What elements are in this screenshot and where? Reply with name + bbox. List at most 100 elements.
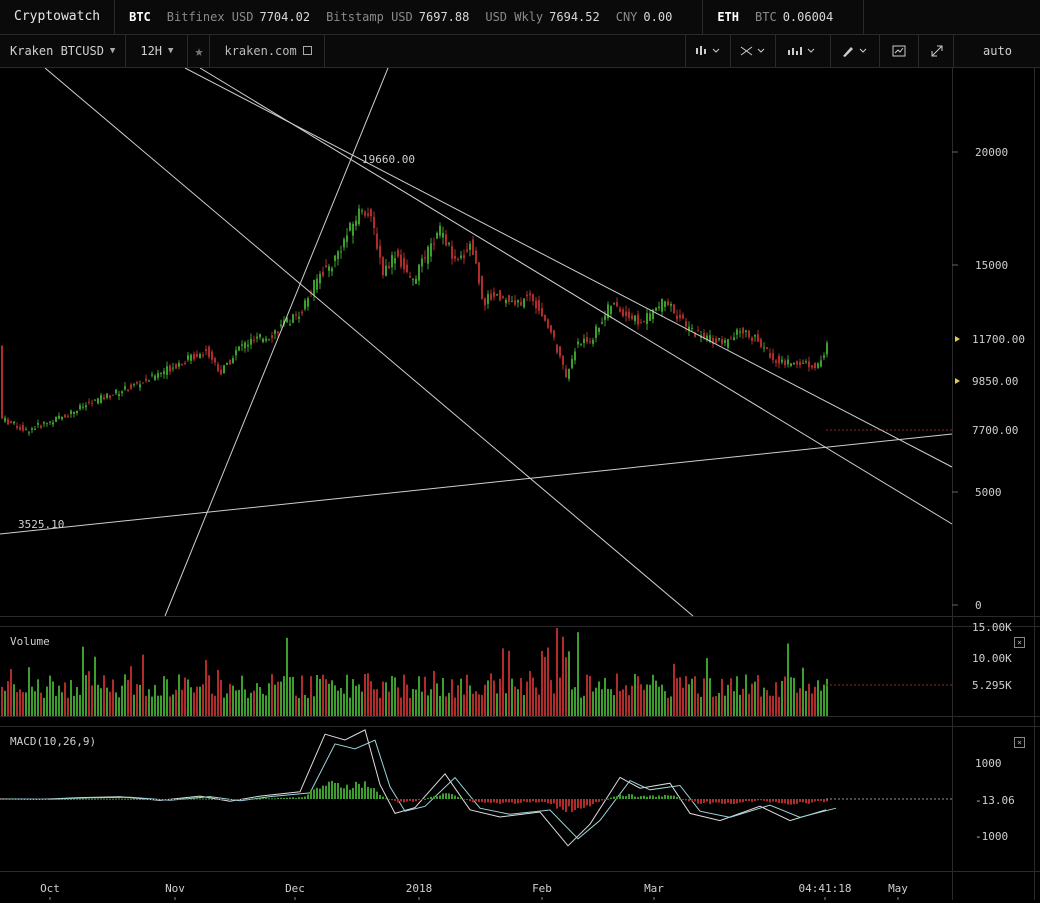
candle	[301, 311, 303, 314]
candle	[781, 359, 783, 363]
volume-bar	[445, 696, 447, 716]
candle	[547, 319, 549, 328]
candle	[454, 256, 456, 259]
chart-type-button[interactable]	[775, 35, 830, 67]
macd-bar	[526, 799, 528, 803]
candle	[502, 296, 504, 298]
volume-bar	[70, 680, 72, 716]
volume-bar	[757, 675, 759, 716]
volume-bar	[748, 693, 750, 716]
candle	[448, 242, 450, 245]
volume-bar	[418, 676, 420, 716]
volume-bar	[274, 684, 276, 716]
macd-bar	[265, 798, 267, 800]
volume-bar	[148, 689, 150, 716]
macd-bar	[397, 799, 399, 803]
macd-bar	[643, 795, 645, 799]
candle	[175, 364, 177, 369]
macd-bar	[355, 781, 357, 799]
volume-bar	[502, 648, 504, 716]
candle	[484, 298, 486, 306]
candle	[427, 246, 429, 264]
candles-button[interactable]	[685, 35, 730, 67]
ticker-symbol-eth[interactable]: ETH	[717, 10, 739, 24]
volume-bar	[766, 690, 768, 716]
volume-bar	[346, 674, 348, 716]
exchange-link[interactable]: kraken.com	[210, 35, 325, 67]
candle	[358, 208, 360, 225]
candle	[286, 317, 288, 323]
candle	[646, 313, 648, 324]
macd-bar	[4, 799, 6, 800]
candle	[724, 340, 726, 343]
macd-bar	[598, 799, 600, 802]
macd-bar	[322, 785, 324, 799]
macd-bar	[181, 798, 183, 800]
candle	[655, 307, 657, 311]
period-select[interactable]: 12H ▼	[126, 35, 189, 67]
macd-bar	[418, 799, 420, 801]
candle	[424, 257, 426, 259]
volume-tick-label: 15.00K	[972, 621, 1012, 634]
volume-bar	[646, 684, 648, 716]
ticker-item[interactable]: BTC 0.06004	[755, 10, 834, 24]
close-macd-icon[interactable]: ×	[1014, 737, 1025, 748]
volume-bar	[451, 679, 453, 716]
indicators-button[interactable]	[730, 35, 775, 67]
volume-bar	[376, 689, 378, 716]
candle	[211, 351, 213, 360]
macd-bar	[823, 799, 825, 803]
close-volume-icon[interactable]: ×	[1014, 637, 1025, 648]
candle	[679, 314, 681, 319]
candle	[304, 300, 306, 310]
screenshot-button[interactable]	[879, 35, 918, 67]
chart-area[interactable]: 20000 15000 5000 0 11700.00 9850.00 7700.00 196…	[0, 67, 1040, 900]
volume-bar	[625, 685, 627, 716]
macd-bar	[19, 799, 21, 800]
volume-bar	[34, 691, 36, 716]
macd-bar	[460, 798, 462, 800]
macd-bar	[619, 794, 621, 799]
volume-bar	[496, 693, 498, 716]
candle	[703, 332, 705, 339]
volume-bar	[265, 695, 267, 716]
volume-bar	[577, 632, 579, 716]
candle	[376, 233, 378, 249]
candle	[544, 314, 546, 321]
ticker-item[interactable]: Bitstamp USD 7697.88	[326, 10, 470, 24]
macd-bar	[490, 799, 492, 803]
candle	[652, 309, 654, 320]
ticker-item[interactable]: CNY 0.00	[615, 10, 673, 24]
draw-button[interactable]	[830, 35, 879, 67]
candle	[97, 398, 99, 404]
volume-bar	[562, 636, 564, 716]
candle	[325, 265, 327, 267]
ticker-item[interactable]: Bitfinex USD 7704.02	[166, 10, 311, 24]
volume-bar	[784, 676, 786, 716]
macd-bar	[7, 799, 9, 800]
candle	[610, 306, 612, 314]
favorite-button[interactable]: ★	[188, 35, 211, 67]
macd-bar	[766, 799, 768, 802]
candle	[4, 417, 6, 422]
expand-button[interactable]	[918, 35, 954, 67]
macd-bar	[259, 798, 261, 800]
candle	[604, 315, 606, 321]
trend-line	[164, 67, 389, 617]
market-select[interactable]: Kraken BTCUSD ▼	[0, 35, 127, 67]
volume-bar	[460, 678, 462, 716]
candle	[529, 293, 531, 296]
volume-bar	[796, 692, 798, 716]
app-brand[interactable]: Cryptowatch	[0, 0, 116, 34]
trend-line	[0, 433, 953, 535]
ticker-item[interactable]: USD Wkly 7694.52	[485, 10, 600, 24]
macd-bar	[589, 799, 591, 807]
price-chart[interactable]: 20000 15000 5000 0 11700.00 9850.00 7700.00 196…	[0, 67, 1040, 900]
scale-mode-button[interactable]: auto	[953, 35, 1040, 67]
ticker-symbol-btc[interactable]: BTC	[129, 10, 151, 24]
candle	[556, 344, 558, 353]
candle	[745, 330, 747, 333]
volume-bar	[613, 695, 615, 716]
volume-bar	[415, 689, 417, 716]
candle	[226, 362, 228, 365]
